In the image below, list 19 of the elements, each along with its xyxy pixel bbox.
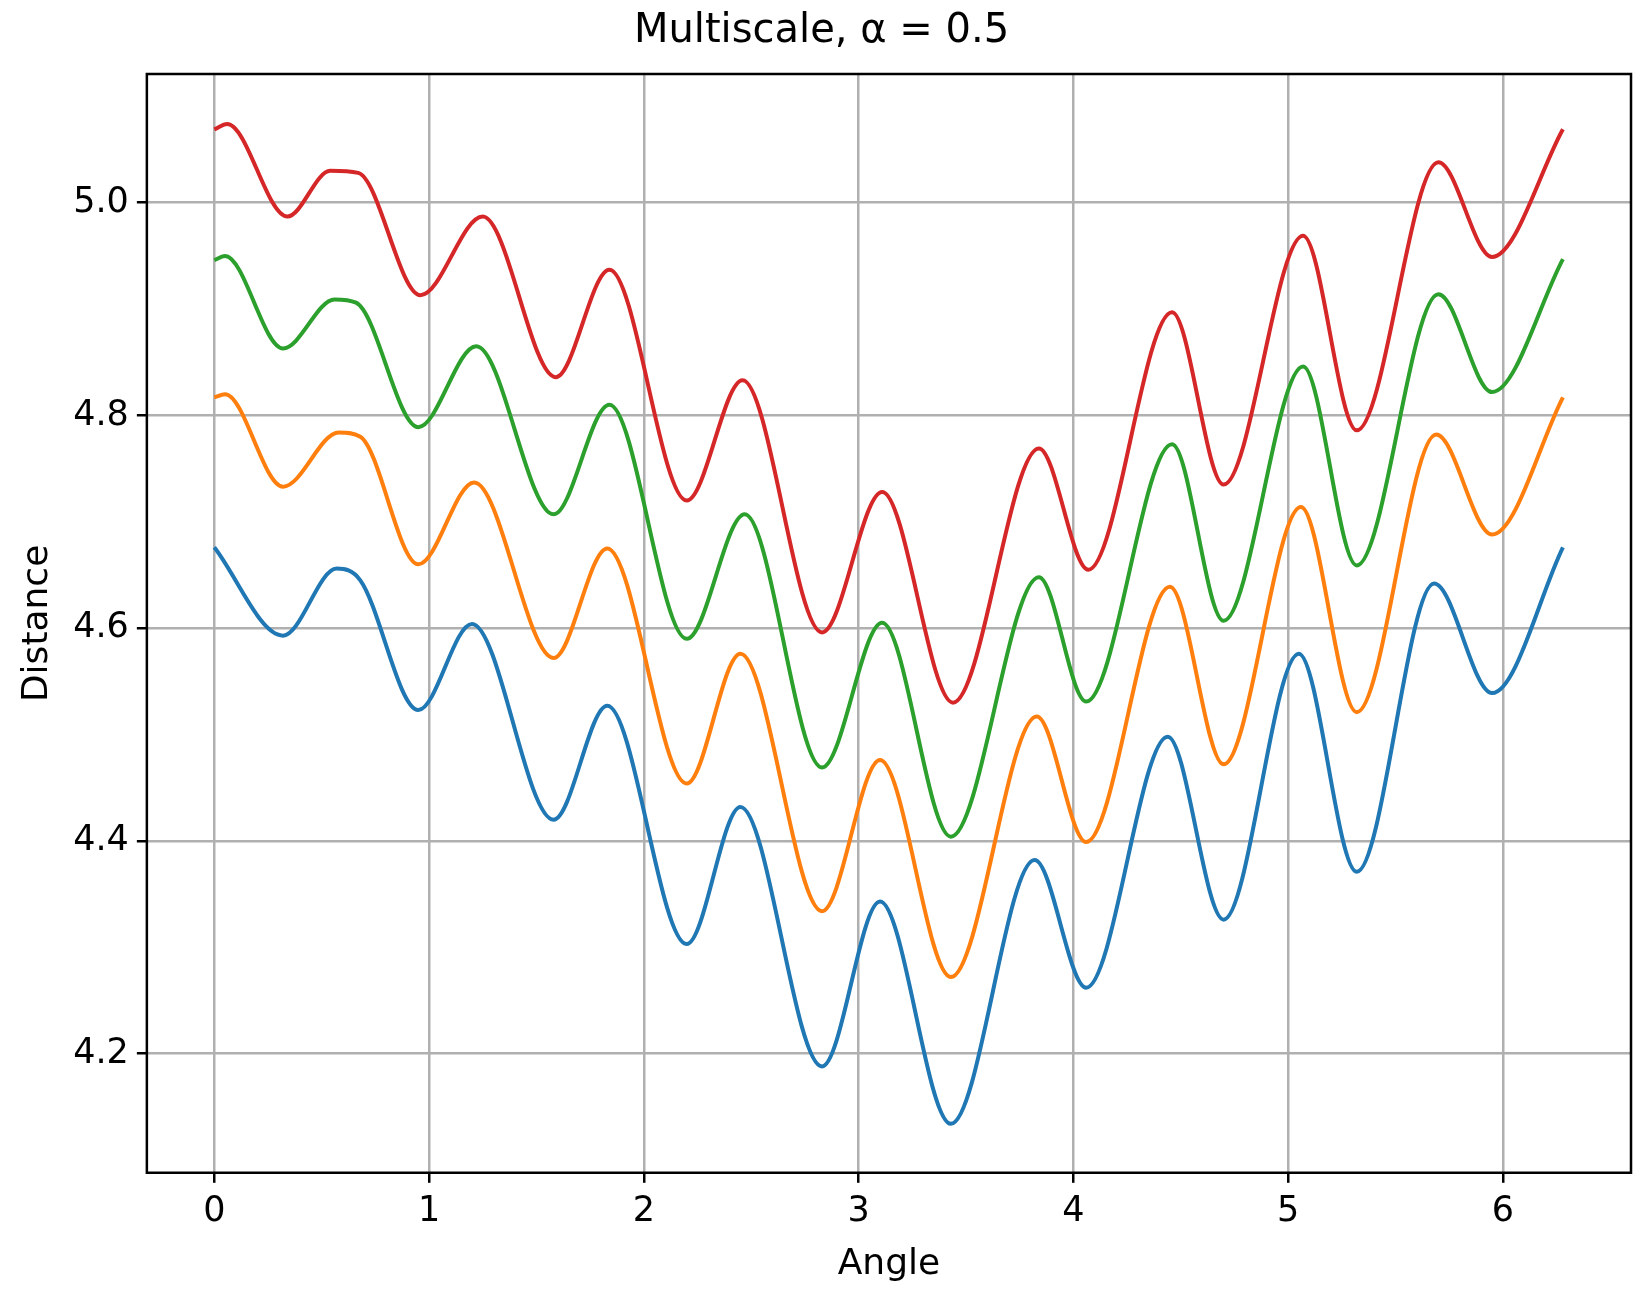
line-series xyxy=(212,253,1565,839)
line-series xyxy=(212,545,1565,1126)
x-tick-label: 0 xyxy=(203,1188,226,1229)
x-tick-label: 4 xyxy=(1062,1188,1085,1229)
y-tick-label: 5.0 xyxy=(73,179,129,220)
y-axis-title: Distance xyxy=(13,544,55,703)
chart-title: Multiscale, α = 0.5 xyxy=(633,5,1010,52)
x-tick-label: 6 xyxy=(1491,1188,1514,1229)
y-tick-label: 4.8 xyxy=(73,392,129,433)
x-axis-title: Angle xyxy=(837,1240,941,1282)
x-tick-label: 5 xyxy=(1276,1188,1300,1229)
x-tick-label: 3 xyxy=(847,1188,870,1229)
y-tick-label: 4.2 xyxy=(73,1030,129,1071)
x-tick-label: 2 xyxy=(632,1188,655,1229)
line-series xyxy=(212,392,1565,980)
y-tick-label: 4.4 xyxy=(73,818,129,859)
y-tick-label: 4.6 xyxy=(73,605,129,646)
x-tick-label: 1 xyxy=(417,1188,441,1229)
line-series xyxy=(212,121,1565,705)
